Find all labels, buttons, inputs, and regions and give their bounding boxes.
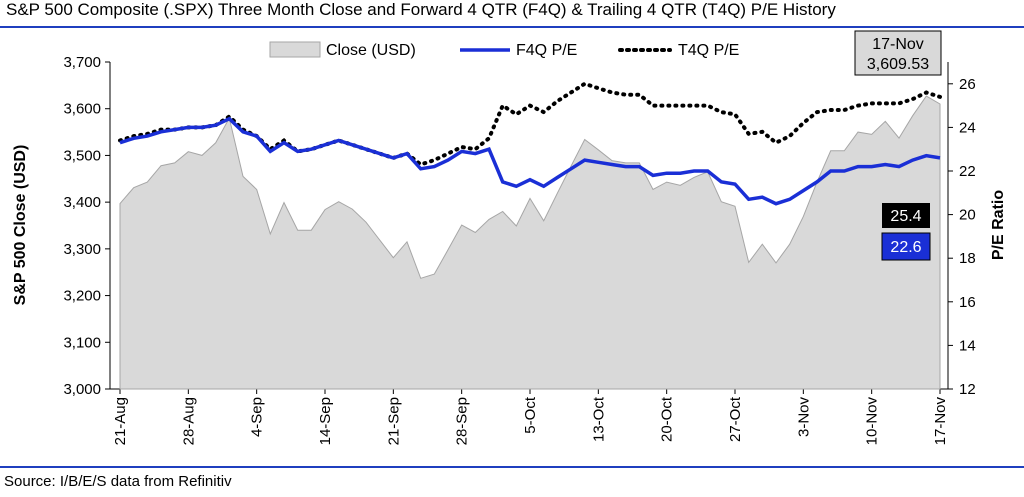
x-axis-tick-label: 10-Nov <box>864 397 881 446</box>
x-axis-tick-label: 21-Aug <box>112 397 129 445</box>
x-axis-tick-label: 13-Oct <box>590 396 607 442</box>
x-axis-tick-label: 28-Sep <box>454 397 471 445</box>
title-divider <box>0 26 1024 28</box>
legend-f4q-label: F4Q P/E <box>516 42 577 59</box>
close-area <box>119 95 941 390</box>
callout-date: 17-Nov <box>872 36 924 53</box>
legend-close-swatch <box>269 41 321 58</box>
x-axis-tick-label: 21-Sep <box>385 397 402 445</box>
right-axis-tick-label: 16 <box>959 294 976 311</box>
left-axis-tick-label: 3,000 <box>63 381 101 398</box>
t4q-end-label: 25.4 <box>890 208 921 225</box>
x-axis-tick-label: 4-Sep <box>249 397 266 437</box>
x-axis-tick-label: 28-Aug <box>180 397 197 445</box>
right-axis-title: P/E Ratio <box>990 190 1007 260</box>
left-axis-tick-label: 3,200 <box>63 288 101 305</box>
left-axis-tick-label: 3,500 <box>63 147 101 164</box>
left-axis-title: S&P 500 Close (USD) <box>12 145 29 306</box>
right-axis-tick-label: 24 <box>959 119 976 136</box>
left-axis-tick-label: 3,700 <box>63 54 101 71</box>
x-axis-tick-label: 14-Sep <box>317 397 334 445</box>
x-axis-tick-label: 3-Nov <box>795 397 812 438</box>
f4q-pe-line <box>119 116 941 206</box>
chart: 3,000 3,100 3,200 3,300 3,400 3,500 3,600 3,700… <box>12 30 1007 446</box>
right-axis-tick-label: 12 <box>959 381 976 398</box>
x-axis-tick-label: 5-Oct <box>522 396 539 434</box>
footer-divider <box>0 466 1024 468</box>
legend-t4q-label: T4Q P/E <box>678 42 739 59</box>
t4q-end-label-box <box>882 203 930 228</box>
right-axis-tick-label: 20 <box>959 207 976 224</box>
end-labels: 25.4 22.6 <box>881 203 931 261</box>
legend: Close (USD) F4Q P/E T4Q P/E <box>269 41 739 59</box>
x-axis-tick-label: 20-Oct <box>659 396 676 442</box>
legend-close-label: Close (USD) <box>326 42 416 59</box>
chart-title: S&P 500 Composite (.SPX) Three Month Clo… <box>6 0 836 19</box>
right-axis-tick-label: 14 <box>959 337 976 354</box>
left-axis-tick-label: 3,400 <box>63 194 101 211</box>
latest-close-callout: 17-Nov 3,609.53 <box>854 30 942 76</box>
right-axis: 12 14 16 18 20 22 24 26 <box>947 62 976 398</box>
callout-box <box>854 30 942 76</box>
f4q-end-label: 22.6 <box>890 239 921 256</box>
right-axis-tick-label: 26 <box>959 76 976 93</box>
source-note: Source: I/B/E/S data from Refinitiv <box>4 473 232 490</box>
left-axis-tick-label: 3,300 <box>63 241 101 258</box>
left-axis-tick-label: 3,100 <box>63 334 101 351</box>
left-axis: 3,000 3,100 3,200 3,300 3,400 3,500 3,600 3,700 <box>63 54 111 398</box>
left-axis-tick-label: 3,600 <box>63 101 101 118</box>
x-axis: 21-Aug 28-Aug 4-Sep 14-Sep 21-Sep 28-Sep 5-Oct… <box>110 388 949 446</box>
f4q-end-label-box <box>881 232 931 261</box>
t4q-pe-line <box>118 81 942 167</box>
plot-area <box>118 81 942 390</box>
x-axis-tick-label: 27-Oct <box>727 396 744 442</box>
right-axis-tick-label: 18 <box>959 250 976 267</box>
x-axis-tick-label: 17-Nov <box>932 397 949 446</box>
callout-value: 3,609.53 <box>867 56 929 73</box>
right-axis-tick-label: 22 <box>959 163 976 180</box>
